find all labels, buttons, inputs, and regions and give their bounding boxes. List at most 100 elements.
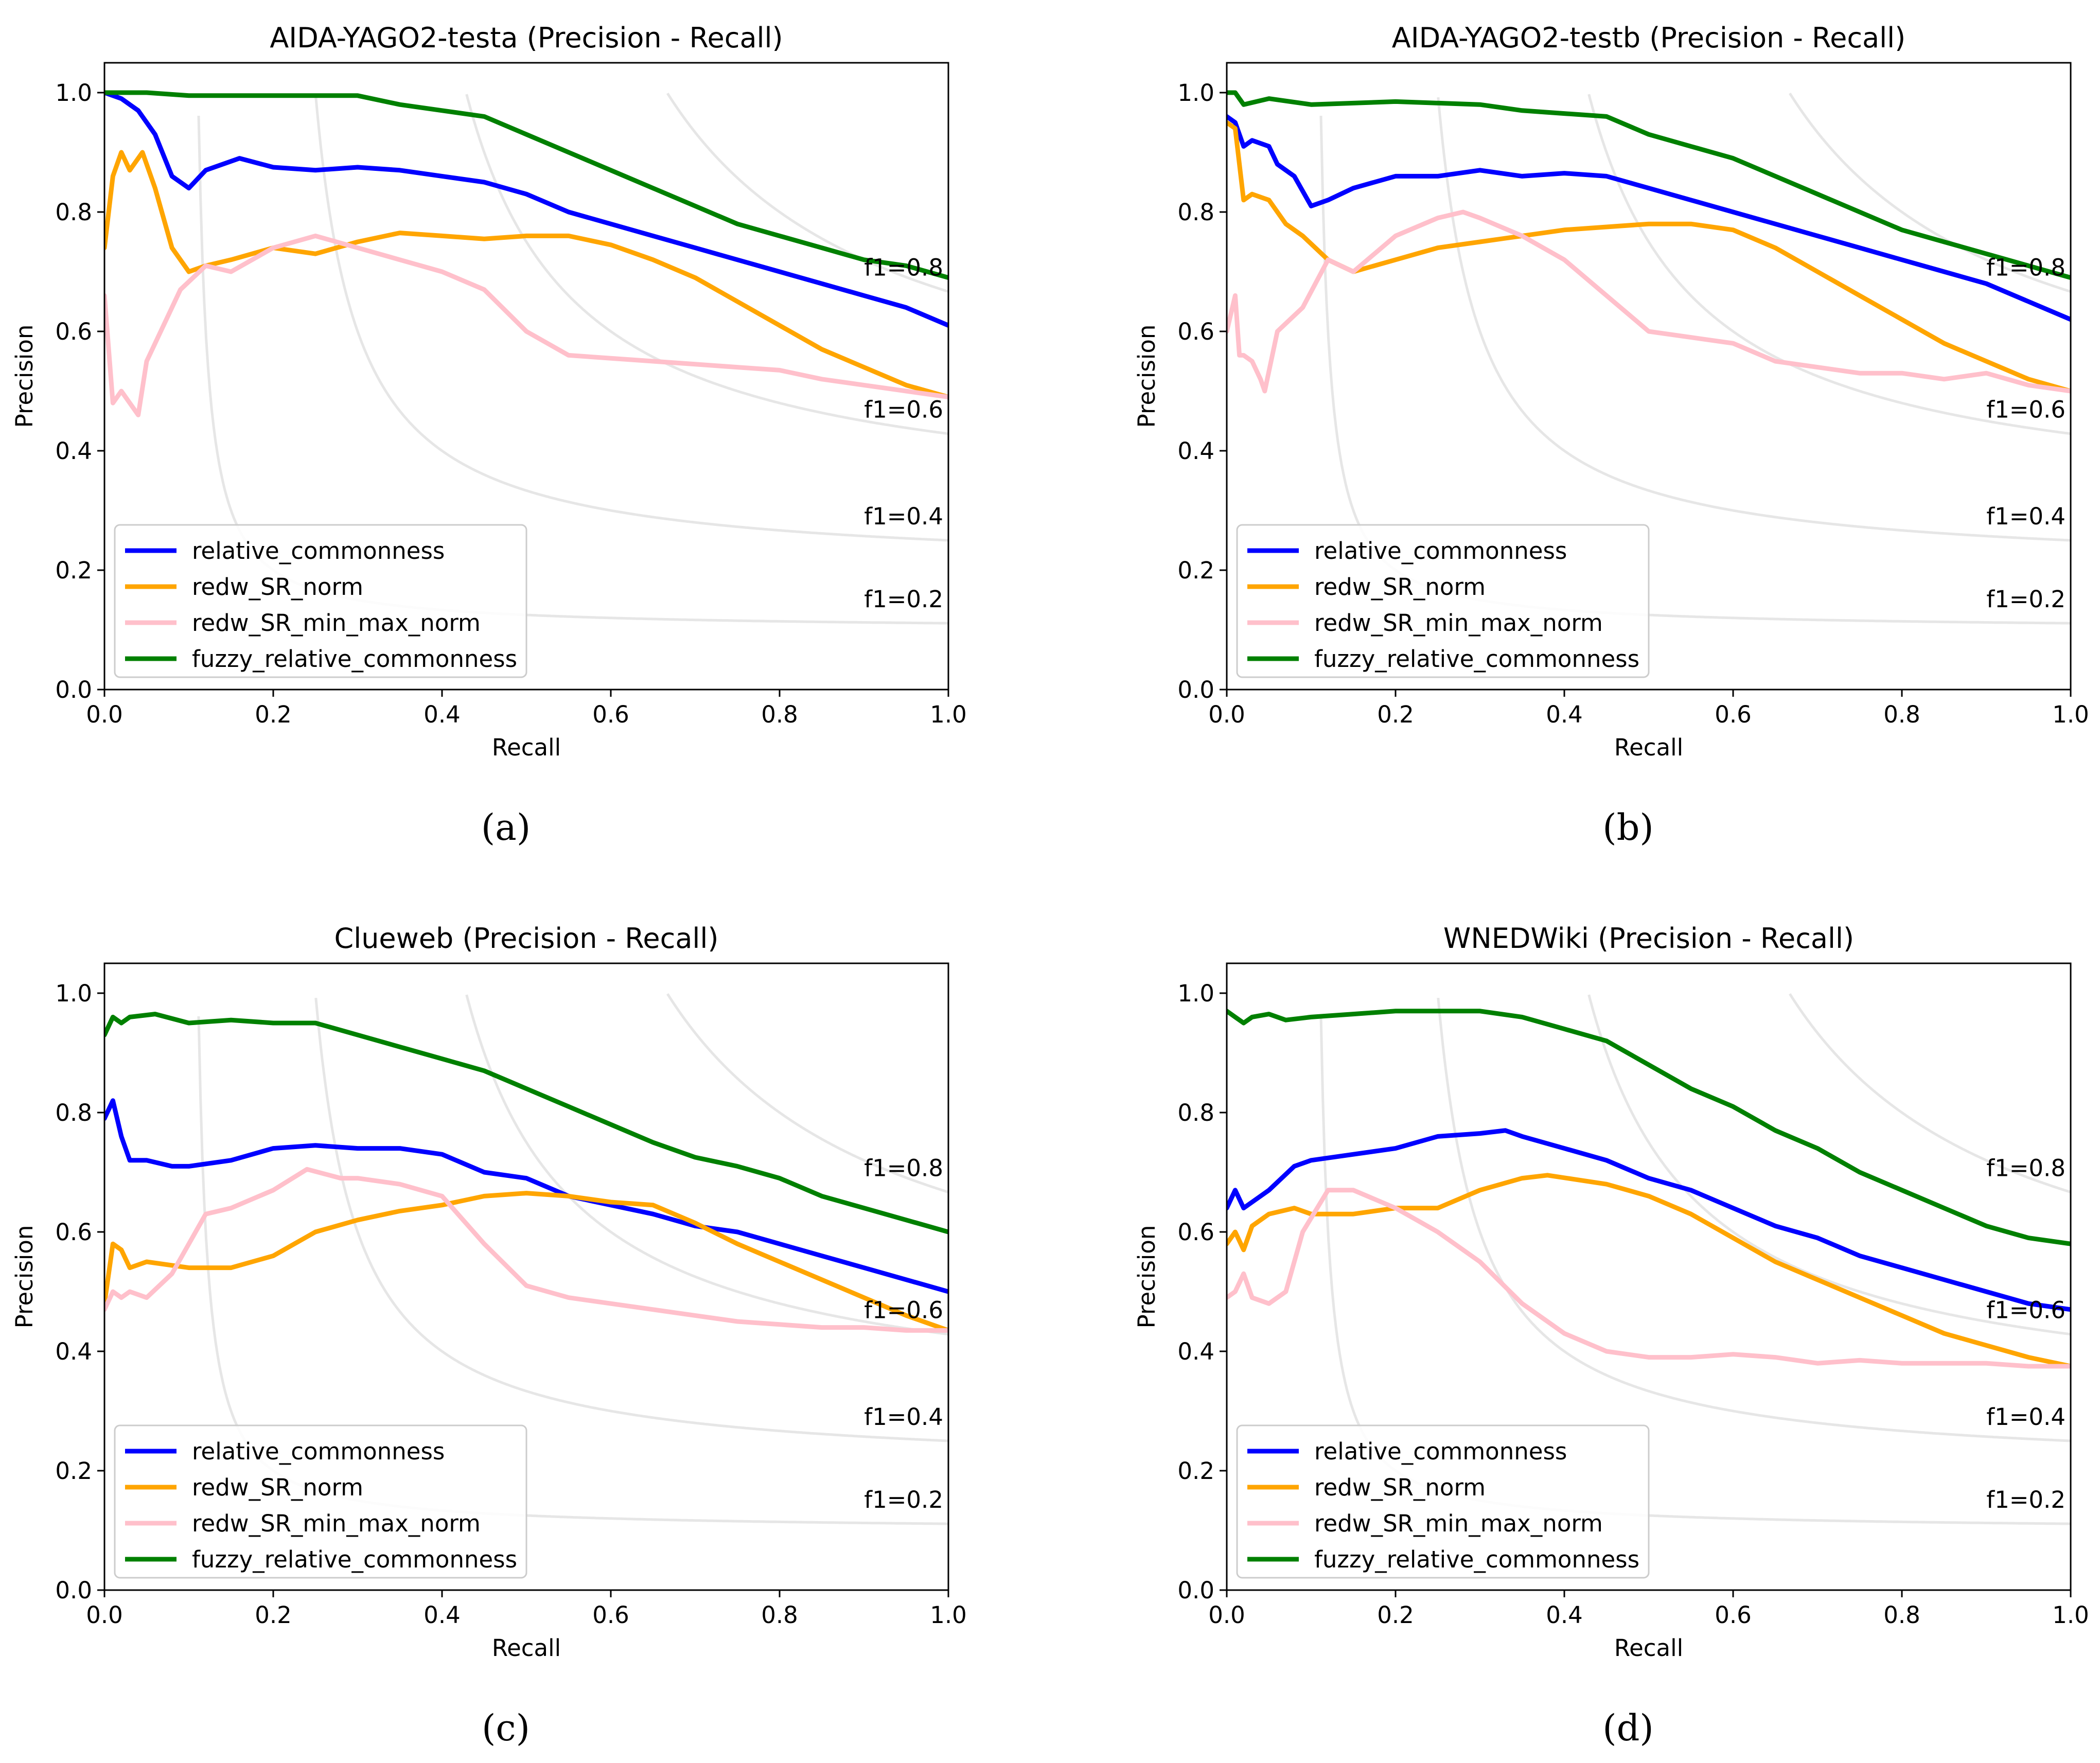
iso-f1-label: f1=0.6 bbox=[864, 396, 943, 424]
series-line-relative_commonness bbox=[1227, 1128, 2071, 1312]
y-tick-label: 0.4 bbox=[55, 437, 92, 465]
x-tick-label: 1.0 bbox=[930, 701, 967, 728]
y-tick-label: 0.2 bbox=[1177, 557, 1214, 584]
chart-title: WNEDWiki (Precision - Recall) bbox=[1443, 922, 1854, 955]
y-tick-label: 0.8 bbox=[55, 199, 92, 226]
legend-label: relative_commonness bbox=[1314, 537, 1567, 565]
legend-label: fuzzy_relative_commonness bbox=[1314, 645, 1639, 673]
y-tick-label: 0.2 bbox=[55, 1457, 92, 1485]
x-tick-label: 0.0 bbox=[86, 1601, 123, 1629]
x-tick-label: 0.2 bbox=[255, 1601, 292, 1629]
x-axis-label: Recall bbox=[492, 734, 561, 761]
panel-a: f1=0.2 f1=0.4 f1=0.6 f1=0.8 0.0 0.2 0.4 0.6 0.8 1… bbox=[11, 22, 967, 761]
x-tick-label: 0.8 bbox=[761, 701, 798, 728]
y-axis-label: Precision bbox=[1133, 325, 1160, 428]
iso-f1-label: f1=0.6 bbox=[1986, 396, 2066, 424]
x-tick-label: 0.8 bbox=[761, 1601, 798, 1629]
legend-label: redw_SR_norm bbox=[1314, 573, 1486, 601]
iso-f1-curve bbox=[1437, 997, 2071, 1442]
x-tick-label: 0.2 bbox=[1377, 701, 1414, 728]
iso-f1-curve bbox=[1587, 994, 2071, 1336]
y-tick-label: 0.8 bbox=[1177, 199, 1214, 226]
series-line-fuzzy_relative_commonness bbox=[1227, 1009, 2071, 1246]
x-tick-label: 0.6 bbox=[592, 701, 629, 728]
x-tick-label: 0.4 bbox=[423, 1601, 461, 1629]
chart-title: AIDA-YAGO2-testa (Precision - Recall) bbox=[270, 22, 783, 54]
y-tick-label: 0.6 bbox=[55, 1219, 92, 1246]
y-tick-label: 1.0 bbox=[55, 79, 92, 107]
legend-label: relative_commonness bbox=[1314, 1438, 1567, 1465]
series-line-relative_commonness bbox=[104, 90, 948, 328]
caption-b: (b) bbox=[1602, 806, 1653, 849]
caption-d: (d) bbox=[1602, 1707, 1653, 1749]
series-line-redw_SR_norm bbox=[1227, 120, 2071, 394]
iso-f1-label: f1=0.6 bbox=[864, 1297, 943, 1324]
x-tick-label: 1.0 bbox=[2052, 1601, 2089, 1629]
y-tick-label: 0.0 bbox=[1177, 1577, 1214, 1604]
iso-f1-curve bbox=[666, 93, 948, 293]
series-line-redw_SR_min_max_norm bbox=[1227, 1188, 2071, 1369]
x-tick-label: 1.0 bbox=[930, 1601, 967, 1629]
iso-f1-label: f1=0.2 bbox=[1986, 586, 2066, 613]
chart-title: Clueweb (Precision - Recall) bbox=[334, 922, 719, 955]
panel-c: f1=0.2 f1=0.4 f1=0.6 f1=0.8 0.0 0.2 0.4 0.6 0.8 1… bbox=[11, 922, 967, 1662]
iso-f1-label: f1=0.8 bbox=[1986, 1154, 2066, 1182]
legend-label: redw_SR_min_max_norm bbox=[192, 609, 481, 637]
series-line-fuzzy_relative_commonness bbox=[1227, 90, 2071, 280]
x-tick-label: 0.0 bbox=[86, 701, 123, 728]
iso-f1-label: f1=0.4 bbox=[864, 1403, 943, 1431]
x-tick-label: 0.0 bbox=[1208, 701, 1245, 728]
legend-box bbox=[114, 1424, 527, 1579]
iso-f1-label: f1=0.8 bbox=[1986, 254, 2066, 281]
x-tick-label: 0.6 bbox=[592, 1601, 629, 1629]
legend-box bbox=[1236, 1424, 1650, 1579]
y-tick-label: 0.2 bbox=[1177, 1457, 1214, 1485]
legend-label: redw_SR_norm bbox=[192, 573, 363, 601]
y-tick-label: 0.0 bbox=[55, 1577, 92, 1604]
y-tick-label: 0.2 bbox=[55, 557, 92, 584]
y-tick-label: 1.0 bbox=[1177, 79, 1214, 107]
y-tick-label: 0.0 bbox=[1177, 676, 1214, 703]
x-tick-label: 0.4 bbox=[1546, 701, 1583, 728]
x-tick-label: 1.0 bbox=[2052, 701, 2089, 728]
chart-title: AIDA-YAGO2-testb (Precision - Recall) bbox=[1392, 22, 1905, 54]
legend-label: fuzzy_relative_commonness bbox=[1314, 1546, 1639, 1573]
legend-label: fuzzy_relative_commonness bbox=[192, 645, 517, 673]
plot-area bbox=[1227, 993, 2071, 1525]
caption-c: (c) bbox=[482, 1707, 530, 1749]
iso-f1-curve bbox=[465, 994, 948, 1336]
iso-f1-label: f1=0.2 bbox=[1986, 1486, 2066, 1513]
y-tick-label: 0.8 bbox=[1177, 1099, 1214, 1126]
y-axis-label: Precision bbox=[11, 1225, 38, 1329]
y-tick-label: 1.0 bbox=[1177, 980, 1214, 1007]
x-tick-label: 0.2 bbox=[1377, 1601, 1414, 1629]
y-axis-label: Precision bbox=[11, 325, 38, 428]
iso-f1-label: f1=0.6 bbox=[1986, 1297, 2066, 1324]
iso-f1-curve bbox=[465, 94, 948, 435]
series-line-relative_commonness bbox=[104, 1098, 948, 1294]
series-line-relative_commonness bbox=[1227, 114, 2071, 322]
axes-frame bbox=[1226, 62, 2072, 691]
legend-label: relative_commonness bbox=[192, 1438, 445, 1465]
caption-a: (a) bbox=[481, 806, 531, 849]
y-tick-label: 0.6 bbox=[1177, 1219, 1214, 1246]
series-line-fuzzy_relative_commonness bbox=[104, 90, 948, 280]
series-line-redw_SR_norm bbox=[104, 150, 948, 400]
legend-label: redw_SR_norm bbox=[1314, 1474, 1486, 1501]
axes-frame bbox=[1226, 962, 2072, 1591]
x-axis-label: Recall bbox=[1614, 734, 1683, 761]
plot-area bbox=[104, 993, 948, 1525]
iso-f1-label: f1=0.8 bbox=[864, 1154, 943, 1182]
series-line-redw_SR_norm bbox=[104, 1191, 948, 1333]
iso-f1-label: f1=0.2 bbox=[864, 1486, 943, 1513]
iso-f1-curve bbox=[666, 993, 948, 1194]
x-tick-label: 0.8 bbox=[1883, 1601, 1920, 1629]
x-tick-label: 0.8 bbox=[1883, 701, 1920, 728]
series-line-fuzzy_relative_commonness bbox=[104, 1012, 948, 1235]
iso-f1-curve bbox=[314, 97, 948, 542]
iso-f1-label: f1=0.4 bbox=[1986, 503, 2066, 530]
series-line-redw_SR_min_max_norm bbox=[1227, 209, 2071, 394]
x-tick-label: 0.2 bbox=[255, 701, 292, 728]
iso-f1-label: f1=0.4 bbox=[1986, 1403, 2066, 1431]
iso-f1-curve bbox=[1789, 93, 2071, 293]
